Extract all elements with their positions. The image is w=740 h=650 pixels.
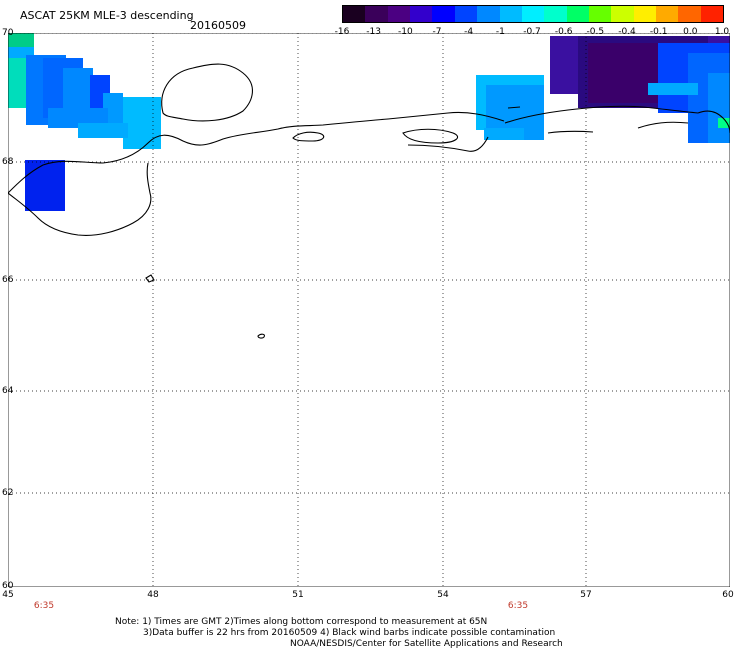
colorbar-tick-label: 0.0 [683,27,698,37]
colorbar-tick-label: -7 [432,27,442,37]
map-date: 20160509 [190,19,246,32]
map-title: ASCAT 25KM MLE-3 descending [20,9,194,22]
colorbar-swatch [343,6,366,22]
colorbar-tick-label: -0.7 [523,27,541,37]
colorbar-swatch [656,6,679,22]
swath-right [550,36,730,143]
colorbar-swatch [521,6,545,22]
note-line-1: Note: 1) Times are GMT 2)Times along bot… [115,617,488,627]
colorbar-swatch [544,6,567,22]
lon-label-57: 57 [580,590,592,600]
colorbar-tick-label: -0.5 [586,27,605,37]
colorbar-swatch [477,6,500,22]
colorbar-swatch [566,6,589,22]
colorbar-tick-label: -4 [464,27,474,37]
colorbar-tick-label: -1 [495,27,505,37]
graticule [8,33,730,587]
colorbar [342,5,724,23]
map-plot [8,33,730,587]
lat-label-70: 70 [2,28,14,38]
lat-label-62: 62 [2,488,14,498]
colorbar-swatch [611,6,634,22]
colorbar-swatch [700,6,724,22]
lon-label-45: 45 [2,590,14,600]
colorbar-tick-label: -13 [366,27,382,37]
colorbar-tick-label: -16 [334,27,350,37]
colorbar-tick-label: -0.4 [618,27,636,37]
colorbar-tick-label: 1.0 [714,27,730,37]
colorbar-swatch [588,6,612,22]
time-label-left: 6:35 [33,601,55,611]
lon-label-48: 48 [147,590,159,600]
colorbar-tick-label: -0.1 [649,27,668,37]
lon-label-54: 54 [437,590,449,600]
note-line-2: 3)Data buffer is 22 hrs from 20160509 4)… [143,628,556,638]
map-canvas [8,33,730,587]
note-line-3: NOAA/NESDIS/Center for Satellite Applica… [290,639,563,649]
colorbar-swatch [454,6,478,22]
swath-left [8,33,161,211]
colorbar-swatch [410,6,433,22]
colorbar-swatch [365,6,388,22]
colorbar-swatch [678,6,701,22]
lat-label-64: 64 [2,386,14,396]
colorbar-swatch [499,6,522,22]
colorbar-tick-label: -10 [397,27,413,37]
time-label-right: 6:35 [507,601,529,611]
colorbar-swatch [633,6,657,22]
colorbar-labels: -16 -13 -10 -7 -4 -1 -0.7 -0.6 -0.5 -0.4 -0.1 0.0 1.… [334,27,730,37]
colorbar-swatch [387,6,411,22]
colorbar-swatch [432,6,455,22]
coastline [8,63,730,339]
lat-label-60: 60 [2,581,14,591]
lon-label-60: 60 [722,590,734,600]
lat-label-66: 66 [2,275,14,285]
lon-label-51: 51 [292,590,304,600]
colorbar-tick-label: -0.6 [554,27,573,37]
lat-label-68: 68 [2,157,14,167]
